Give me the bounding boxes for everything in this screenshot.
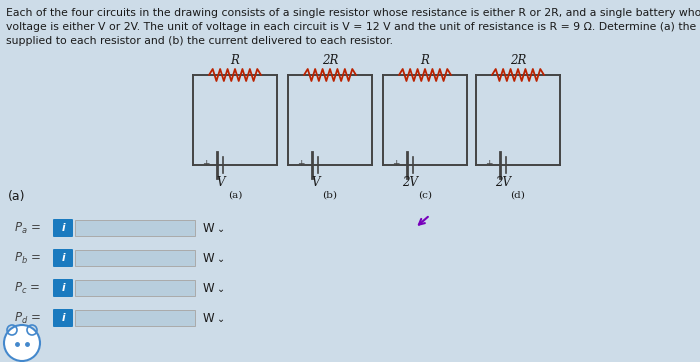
Text: V: V — [216, 177, 225, 189]
FancyBboxPatch shape — [53, 309, 73, 327]
Text: Each of the four circuits in the drawing consists of a single resistor whose res: Each of the four circuits in the drawing… — [6, 8, 700, 18]
Text: voltage is either V or 2V. The unit of voltage in each circuit is V = 12 V and t: voltage is either V or 2V. The unit of v… — [6, 22, 700, 32]
Bar — [75, 250, 195, 266]
Text: $P_b$ =: $P_b$ = — [14, 251, 41, 266]
Text: i: i — [62, 253, 64, 263]
Text: W: W — [203, 222, 215, 235]
Text: R: R — [421, 55, 429, 67]
Text: +: + — [393, 159, 400, 168]
Text: 2V: 2V — [402, 177, 419, 189]
Text: i: i — [62, 223, 64, 233]
Text: (b): (b) — [323, 190, 337, 199]
Bar — [75, 280, 195, 296]
Text: +: + — [486, 159, 493, 168]
Text: $P_c$ =: $P_c$ = — [14, 281, 41, 295]
Text: i: i — [62, 313, 64, 323]
Text: R: R — [230, 55, 239, 67]
Text: i: i — [62, 283, 64, 293]
Text: W: W — [203, 311, 215, 324]
Text: (a): (a) — [8, 190, 25, 203]
Text: 2R: 2R — [322, 55, 338, 67]
Text: $P_d$ =: $P_d$ = — [14, 311, 41, 325]
Text: supplied to each resistor and (b) the current delivered to each resistor.: supplied to each resistor and (b) the cu… — [6, 36, 393, 46]
Bar — [75, 310, 195, 326]
FancyBboxPatch shape — [53, 279, 73, 297]
Text: +: + — [202, 159, 210, 168]
Text: ⌄: ⌄ — [217, 254, 225, 264]
Circle shape — [4, 325, 40, 361]
Text: W: W — [203, 282, 215, 295]
Text: (a): (a) — [228, 190, 242, 199]
Text: V: V — [311, 177, 319, 189]
Text: 2V: 2V — [496, 177, 511, 189]
Text: W: W — [203, 252, 215, 265]
Text: ⌄: ⌄ — [217, 284, 225, 294]
Text: ⌄: ⌄ — [217, 224, 225, 234]
Text: $P_a$ =: $P_a$ = — [14, 220, 41, 236]
Text: (d): (d) — [510, 190, 526, 199]
Bar — [75, 220, 195, 236]
Text: ⌄: ⌄ — [217, 314, 225, 324]
FancyBboxPatch shape — [53, 219, 73, 237]
Text: 2R: 2R — [510, 55, 526, 67]
Text: (c): (c) — [418, 190, 432, 199]
Text: +: + — [298, 159, 305, 168]
FancyBboxPatch shape — [53, 249, 73, 267]
